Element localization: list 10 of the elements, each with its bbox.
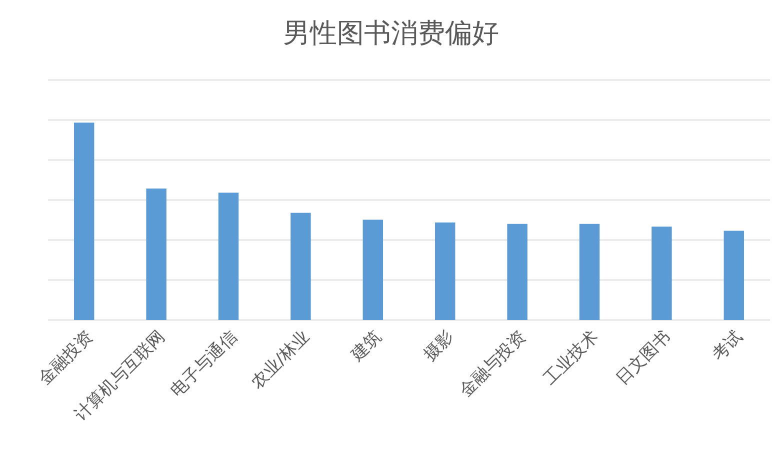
x-tick-label: 日文图书: [612, 326, 675, 389]
title: 男性图书消费偏好: [283, 18, 499, 49]
x-tick-label: 农业/林业: [247, 326, 314, 393]
x-tick-label: 金融投资: [34, 326, 97, 389]
x-tick-label: 工业技术: [540, 326, 602, 389]
x-tick-label: 电子与通信: [167, 326, 242, 401]
x-tick-label: 金融与投资: [456, 326, 530, 401]
x-tick-label: 考试: [708, 326, 747, 365]
x-tick-label: 摄影: [420, 326, 458, 365]
x-tick-label: 建筑: [346, 326, 386, 366]
